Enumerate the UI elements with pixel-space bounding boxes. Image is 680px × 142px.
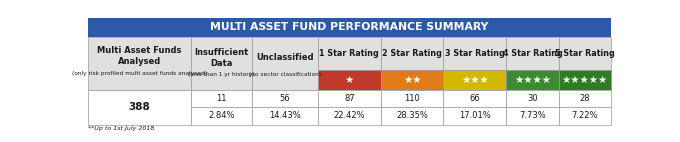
Text: 1 Star Rating: 1 Star Rating bbox=[320, 49, 379, 58]
Text: 22.42%: 22.42% bbox=[333, 111, 365, 120]
Text: 87: 87 bbox=[344, 94, 355, 103]
FancyBboxPatch shape bbox=[507, 70, 558, 90]
FancyBboxPatch shape bbox=[558, 90, 611, 107]
FancyBboxPatch shape bbox=[318, 37, 381, 70]
FancyBboxPatch shape bbox=[318, 107, 381, 125]
Text: ★★★: ★★★ bbox=[461, 75, 489, 85]
FancyBboxPatch shape bbox=[558, 107, 611, 125]
FancyBboxPatch shape bbox=[443, 37, 507, 70]
Text: 17.01%: 17.01% bbox=[459, 111, 491, 120]
Text: 7.22%: 7.22% bbox=[571, 111, 598, 120]
FancyBboxPatch shape bbox=[252, 90, 318, 107]
Text: ★★: ★★ bbox=[403, 75, 422, 85]
Text: ★: ★ bbox=[345, 75, 354, 85]
Text: 14.43%: 14.43% bbox=[269, 111, 301, 120]
Text: 56: 56 bbox=[279, 94, 290, 103]
Text: MULTI ASSET FUND PERFORMANCE SUMMARY: MULTI ASSET FUND PERFORMANCE SUMMARY bbox=[210, 22, 488, 32]
FancyBboxPatch shape bbox=[558, 70, 611, 90]
Text: 2 Star Rating: 2 Star Rating bbox=[382, 49, 442, 58]
FancyBboxPatch shape bbox=[507, 37, 558, 70]
FancyBboxPatch shape bbox=[507, 107, 558, 125]
Text: (no sector classification): (no sector classification) bbox=[249, 72, 321, 77]
FancyBboxPatch shape bbox=[507, 90, 558, 107]
Text: Insufficient
Data: Insufficient Data bbox=[194, 48, 249, 68]
Text: ★★★★: ★★★★ bbox=[514, 75, 551, 85]
Text: 4 Star Rating: 4 Star Rating bbox=[503, 49, 562, 58]
FancyBboxPatch shape bbox=[191, 90, 252, 107]
FancyBboxPatch shape bbox=[558, 37, 611, 70]
FancyBboxPatch shape bbox=[252, 37, 318, 90]
Text: 3 Star Rating: 3 Star Rating bbox=[445, 49, 505, 58]
Text: 28: 28 bbox=[579, 94, 590, 103]
FancyBboxPatch shape bbox=[381, 70, 443, 90]
Text: Multi Asset Funds
Analysed: Multi Asset Funds Analysed bbox=[97, 46, 182, 66]
Text: 7.73%: 7.73% bbox=[519, 111, 546, 120]
FancyBboxPatch shape bbox=[191, 37, 252, 90]
Text: **Up to 1st July 2018: **Up to 1st July 2018 bbox=[88, 126, 154, 131]
Text: 388: 388 bbox=[129, 102, 150, 112]
FancyBboxPatch shape bbox=[381, 37, 443, 70]
FancyBboxPatch shape bbox=[88, 37, 191, 90]
FancyBboxPatch shape bbox=[443, 90, 507, 107]
Text: (only risk profiled multi asset funds analysed): (only risk profiled multi asset funds an… bbox=[72, 71, 207, 76]
Text: (less than 1 yr history): (less than 1 yr history) bbox=[188, 72, 255, 77]
Text: 66: 66 bbox=[469, 94, 480, 103]
FancyBboxPatch shape bbox=[443, 70, 507, 90]
FancyBboxPatch shape bbox=[88, 18, 611, 37]
Text: 2.84%: 2.84% bbox=[208, 111, 235, 120]
FancyBboxPatch shape bbox=[88, 90, 191, 125]
Text: Unclassified: Unclassified bbox=[256, 53, 314, 62]
FancyBboxPatch shape bbox=[318, 90, 381, 107]
FancyBboxPatch shape bbox=[443, 107, 507, 125]
Text: ★★★★★: ★★★★★ bbox=[562, 75, 608, 85]
FancyBboxPatch shape bbox=[318, 70, 381, 90]
Text: 110: 110 bbox=[404, 94, 420, 103]
Text: 30: 30 bbox=[527, 94, 538, 103]
FancyBboxPatch shape bbox=[191, 107, 252, 125]
FancyBboxPatch shape bbox=[381, 90, 443, 107]
FancyBboxPatch shape bbox=[381, 107, 443, 125]
Text: 11: 11 bbox=[216, 94, 227, 103]
Text: 28.35%: 28.35% bbox=[396, 111, 428, 120]
FancyBboxPatch shape bbox=[252, 107, 318, 125]
Text: 5 Star Rating: 5 Star Rating bbox=[555, 49, 615, 58]
